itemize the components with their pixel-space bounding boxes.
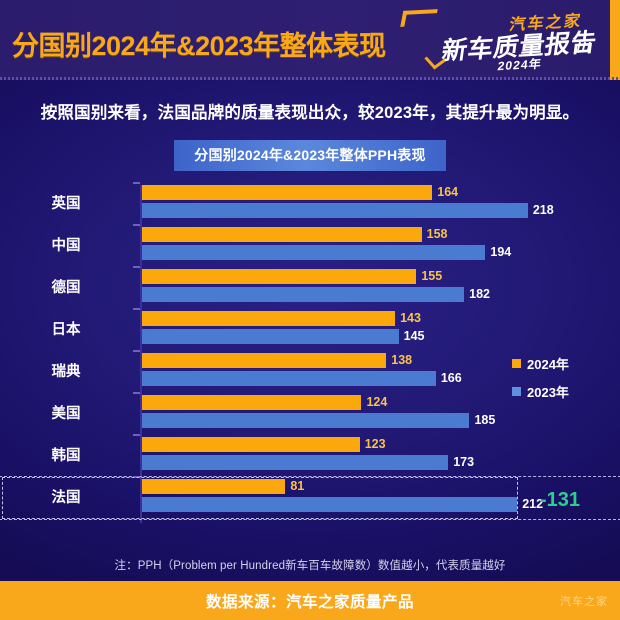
legend-item-2024: 2024年 bbox=[512, 354, 569, 373]
chart-row: 韩国 123 173 bbox=[0, 434, 620, 477]
bar-value-label: 194 bbox=[490, 245, 512, 259]
delta-annotation: -131 bbox=[540, 489, 581, 511]
logo-year: 2024年 bbox=[497, 56, 544, 74]
subtitle-text: 按照国别来看，法国品牌的质量表现出众，较2023年，其提升最为明显。 bbox=[40, 104, 580, 122]
bar-value-label: 145 bbox=[403, 329, 425, 343]
bar-2023年 bbox=[142, 203, 528, 218]
watermark-text: 汽车之家 bbox=[560, 596, 608, 608]
category-label: 英国 bbox=[51, 196, 81, 212]
bar-2024年 bbox=[142, 185, 433, 200]
chart-note: 注：PPH（Problem per Hundred新车百车故障数）数值越小，代表… bbox=[114, 560, 506, 572]
bar-value-label: 138 bbox=[391, 353, 413, 367]
axis-tick bbox=[133, 476, 140, 478]
bar-2023年 bbox=[142, 455, 449, 470]
bar-2024年 bbox=[142, 353, 387, 368]
category-label: 德国 bbox=[51, 280, 81, 296]
axis-tick bbox=[133, 308, 140, 310]
bar-2024年 bbox=[142, 395, 362, 410]
bar-2023年 bbox=[142, 413, 470, 428]
chart-row: 瑞典 138 166 bbox=[0, 350, 620, 393]
bar-value-label: 173 bbox=[453, 455, 475, 469]
bar-value-label: 218 bbox=[532, 203, 554, 217]
chart-row: 德国 155 182 bbox=[0, 266, 620, 309]
chart-title-badge: 分国别2024年&2023年整体PPH表现 bbox=[174, 140, 446, 171]
page-title: 分国别2024年&2023年整体表现 bbox=[12, 31, 386, 61]
bar-2023年 bbox=[142, 497, 518, 512]
chart-row: 中国 158 194 bbox=[0, 224, 620, 267]
category-label: 日本 bbox=[51, 322, 81, 338]
bar-value-label: 143 bbox=[400, 311, 421, 325]
bar-value-label: 185 bbox=[474, 413, 496, 427]
bar-value-label: 158 bbox=[426, 227, 448, 241]
bar-2023年 bbox=[142, 329, 399, 344]
category-label: 美国 bbox=[51, 406, 81, 422]
axis-tick bbox=[133, 182, 140, 184]
chart-row: 美国 124 185 bbox=[0, 392, 620, 435]
header-accent-bar bbox=[610, 0, 620, 80]
axis-tick bbox=[133, 266, 140, 268]
legend-swatch-icon bbox=[512, 387, 521, 396]
footer-bar: 数据来源：汽车之家质量产品 汽车之家 bbox=[0, 581, 620, 620]
bar-value-label: 182 bbox=[469, 287, 490, 301]
bar-2024年 bbox=[142, 311, 396, 326]
bracket-icon bbox=[400, 9, 438, 27]
chart-row: 英国 164 218 bbox=[0, 182, 620, 225]
axis-tick bbox=[133, 350, 140, 352]
chart-row: 日本 143 145 bbox=[0, 308, 620, 351]
chart-legend: 2024年 2023年 bbox=[512, 354, 569, 410]
chart-rows: 英国 164 218 中国 158 194 德国 155 182 日本 143 145 瑞典 138 166… bbox=[0, 182, 620, 520]
brand-logo: 汽车之家 新车质量报告 2024年 bbox=[396, 2, 598, 78]
header-divider bbox=[0, 77, 620, 80]
legend-swatch-icon bbox=[512, 359, 521, 368]
legend-item-2023: 2023年 bbox=[512, 382, 569, 401]
category-label: 法国 bbox=[51, 490, 81, 506]
legend-label: 2024年 bbox=[527, 357, 569, 372]
bar-2024年 bbox=[142, 479, 286, 494]
axis-tick bbox=[133, 434, 140, 436]
bar-2024年 bbox=[142, 227, 422, 242]
bar-value-label: 212 bbox=[522, 497, 544, 511]
bar-value-label: 123 bbox=[364, 437, 386, 451]
chart-title-container: 分国别2024年&2023年整体PPH表现 bbox=[0, 140, 620, 171]
bar-value-label: 166 bbox=[440, 371, 462, 385]
legend-label: 2023年 bbox=[527, 385, 569, 400]
axis-tick bbox=[133, 392, 140, 394]
chart-axis-line bbox=[140, 185, 142, 523]
chart-row-highlighted: 法国 81 212 -131 bbox=[0, 476, 620, 520]
bar-2023年 bbox=[142, 287, 465, 302]
category-label: 瑞典 bbox=[51, 364, 81, 380]
bar-2024年 bbox=[142, 437, 360, 452]
header-bar: 分国别2024年&2023年整体表现 汽车之家 新车质量报告 2024年 bbox=[0, 0, 620, 80]
bar-2023年 bbox=[142, 371, 436, 386]
bar-value-label: 81 bbox=[290, 479, 305, 493]
category-label: 韩国 bbox=[51, 448, 81, 464]
bar-2023年 bbox=[142, 245, 486, 260]
bar-value-label: 124 bbox=[366, 395, 388, 409]
bar-value-label: 164 bbox=[437, 185, 459, 199]
data-source-text: 数据来源：汽车之家质量产品 bbox=[205, 593, 414, 611]
bar-2024年 bbox=[142, 269, 417, 284]
bar-value-label: 155 bbox=[421, 269, 443, 283]
category-label: 中国 bbox=[51, 238, 81, 254]
axis-tick bbox=[133, 224, 140, 226]
bar-chart: 英国 164 218 中国 158 194 德国 155 182 日本 143 145 瑞典 138 166… bbox=[0, 182, 620, 533]
